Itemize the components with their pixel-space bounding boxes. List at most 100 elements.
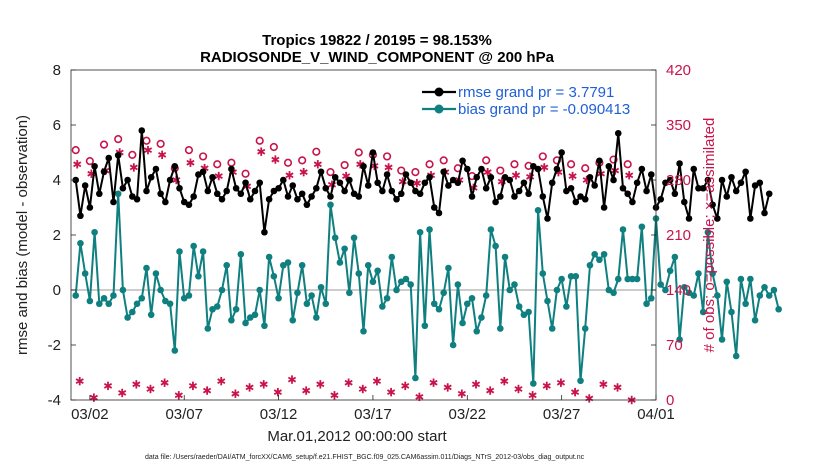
rmse-point <box>548 179 556 187</box>
rmse-point <box>251 187 259 195</box>
rmse-point <box>246 195 254 203</box>
rmse-point <box>91 162 98 170</box>
y2-tick-label: 70 <box>666 337 683 354</box>
bias-point <box>742 300 749 308</box>
bias-point <box>430 300 438 308</box>
obs-assimilated-point <box>257 147 266 156</box>
rmse-point <box>199 168 207 176</box>
bias-point <box>695 270 702 277</box>
bias-point <box>614 275 622 283</box>
bias-point <box>185 292 193 299</box>
bias-point <box>671 253 679 261</box>
rmse-point <box>520 179 528 187</box>
bias-point <box>709 270 716 277</box>
rmse-point <box>100 168 108 176</box>
rmse-point <box>478 165 485 173</box>
rmse-point <box>695 184 702 192</box>
bias-point <box>195 272 202 280</box>
obs-low-point <box>302 386 311 395</box>
bias-point <box>232 305 240 313</box>
bias-point <box>468 294 476 302</box>
rmse-point <box>397 190 405 198</box>
bias-point <box>714 292 721 299</box>
rmse-point <box>591 182 598 189</box>
bias-point <box>176 248 183 255</box>
obs-possible-point <box>269 142 278 152</box>
rmse-point <box>209 173 216 181</box>
obs-low-point <box>599 380 608 389</box>
bias-point <box>581 325 589 332</box>
rmse-point <box>336 179 344 187</box>
obs-possible-point <box>114 135 123 144</box>
obs-possible-point <box>538 152 547 161</box>
rmse-point <box>756 179 764 187</box>
obs-assimilated-point <box>214 171 223 181</box>
x-tick-label: 03/27 <box>543 406 581 423</box>
obs-possible-point <box>510 160 519 169</box>
x-tick-label: 04/01 <box>637 406 675 423</box>
obs-low-point <box>401 381 410 391</box>
rmse-point <box>157 190 164 198</box>
rmse-point <box>294 195 301 203</box>
bias-point <box>166 300 174 308</box>
rmse-point <box>303 201 311 209</box>
bias-point <box>270 272 278 280</box>
bias-point <box>440 289 448 297</box>
obs-low-point <box>387 387 396 397</box>
bias-point <box>459 319 466 327</box>
obs-low-point <box>188 381 198 391</box>
rmse-line <box>74 129 771 234</box>
rmse-point <box>742 168 749 176</box>
obs-possible-point <box>609 155 618 164</box>
rmse-point <box>261 228 268 236</box>
rmse-point <box>487 173 495 181</box>
obs-possible-point <box>128 150 137 159</box>
bias-point <box>152 270 160 277</box>
bias-point <box>515 303 523 310</box>
obs-assimilated-point <box>511 171 521 180</box>
chart-title: Tropics 19822 / 20195 = 98.153% <box>262 32 492 49</box>
rmse-point <box>138 127 146 134</box>
bias-point <box>402 275 410 283</box>
rmse-point <box>666 176 674 184</box>
rmse-point <box>633 179 641 187</box>
rmse-point <box>610 176 617 184</box>
rmse-point <box>313 184 320 192</box>
obs-low-point <box>316 380 325 389</box>
rmse-point <box>643 187 650 195</box>
y-tick-label: -4 <box>48 392 61 409</box>
bias-point <box>426 226 433 233</box>
rmse-point <box>723 193 731 200</box>
bias-point <box>336 259 344 266</box>
bias-point <box>284 259 292 266</box>
rmse-point <box>430 204 438 211</box>
bias-point <box>775 305 782 313</box>
bias-point <box>96 300 103 308</box>
bias-point <box>624 275 631 283</box>
bias-point <box>548 325 556 332</box>
bias-point <box>449 341 457 349</box>
bias-point <box>341 245 348 253</box>
rmse-point <box>298 190 306 198</box>
obs-low-point <box>443 383 452 392</box>
bias-point <box>718 336 726 343</box>
y2-tick-label: 350 <box>666 117 691 134</box>
rmse-point <box>572 198 580 206</box>
legend-bias-marker <box>434 104 444 114</box>
rmse-point <box>402 171 410 178</box>
obs-assimilated-point <box>158 150 167 160</box>
obs-low-point <box>103 381 113 391</box>
bias-point <box>577 377 584 385</box>
obs-low-point <box>457 389 466 398</box>
rmse-point <box>119 184 127 192</box>
bias-point <box>119 286 127 294</box>
bias-point <box>657 281 665 288</box>
obs-possible-point <box>99 140 109 149</box>
bias-point <box>638 223 646 231</box>
bias-point <box>143 264 150 272</box>
bias-point <box>534 206 542 214</box>
rmse-point <box>624 190 631 198</box>
obs-possible-point <box>425 160 434 169</box>
bias-point <box>482 292 490 299</box>
rmse-point <box>393 195 400 203</box>
